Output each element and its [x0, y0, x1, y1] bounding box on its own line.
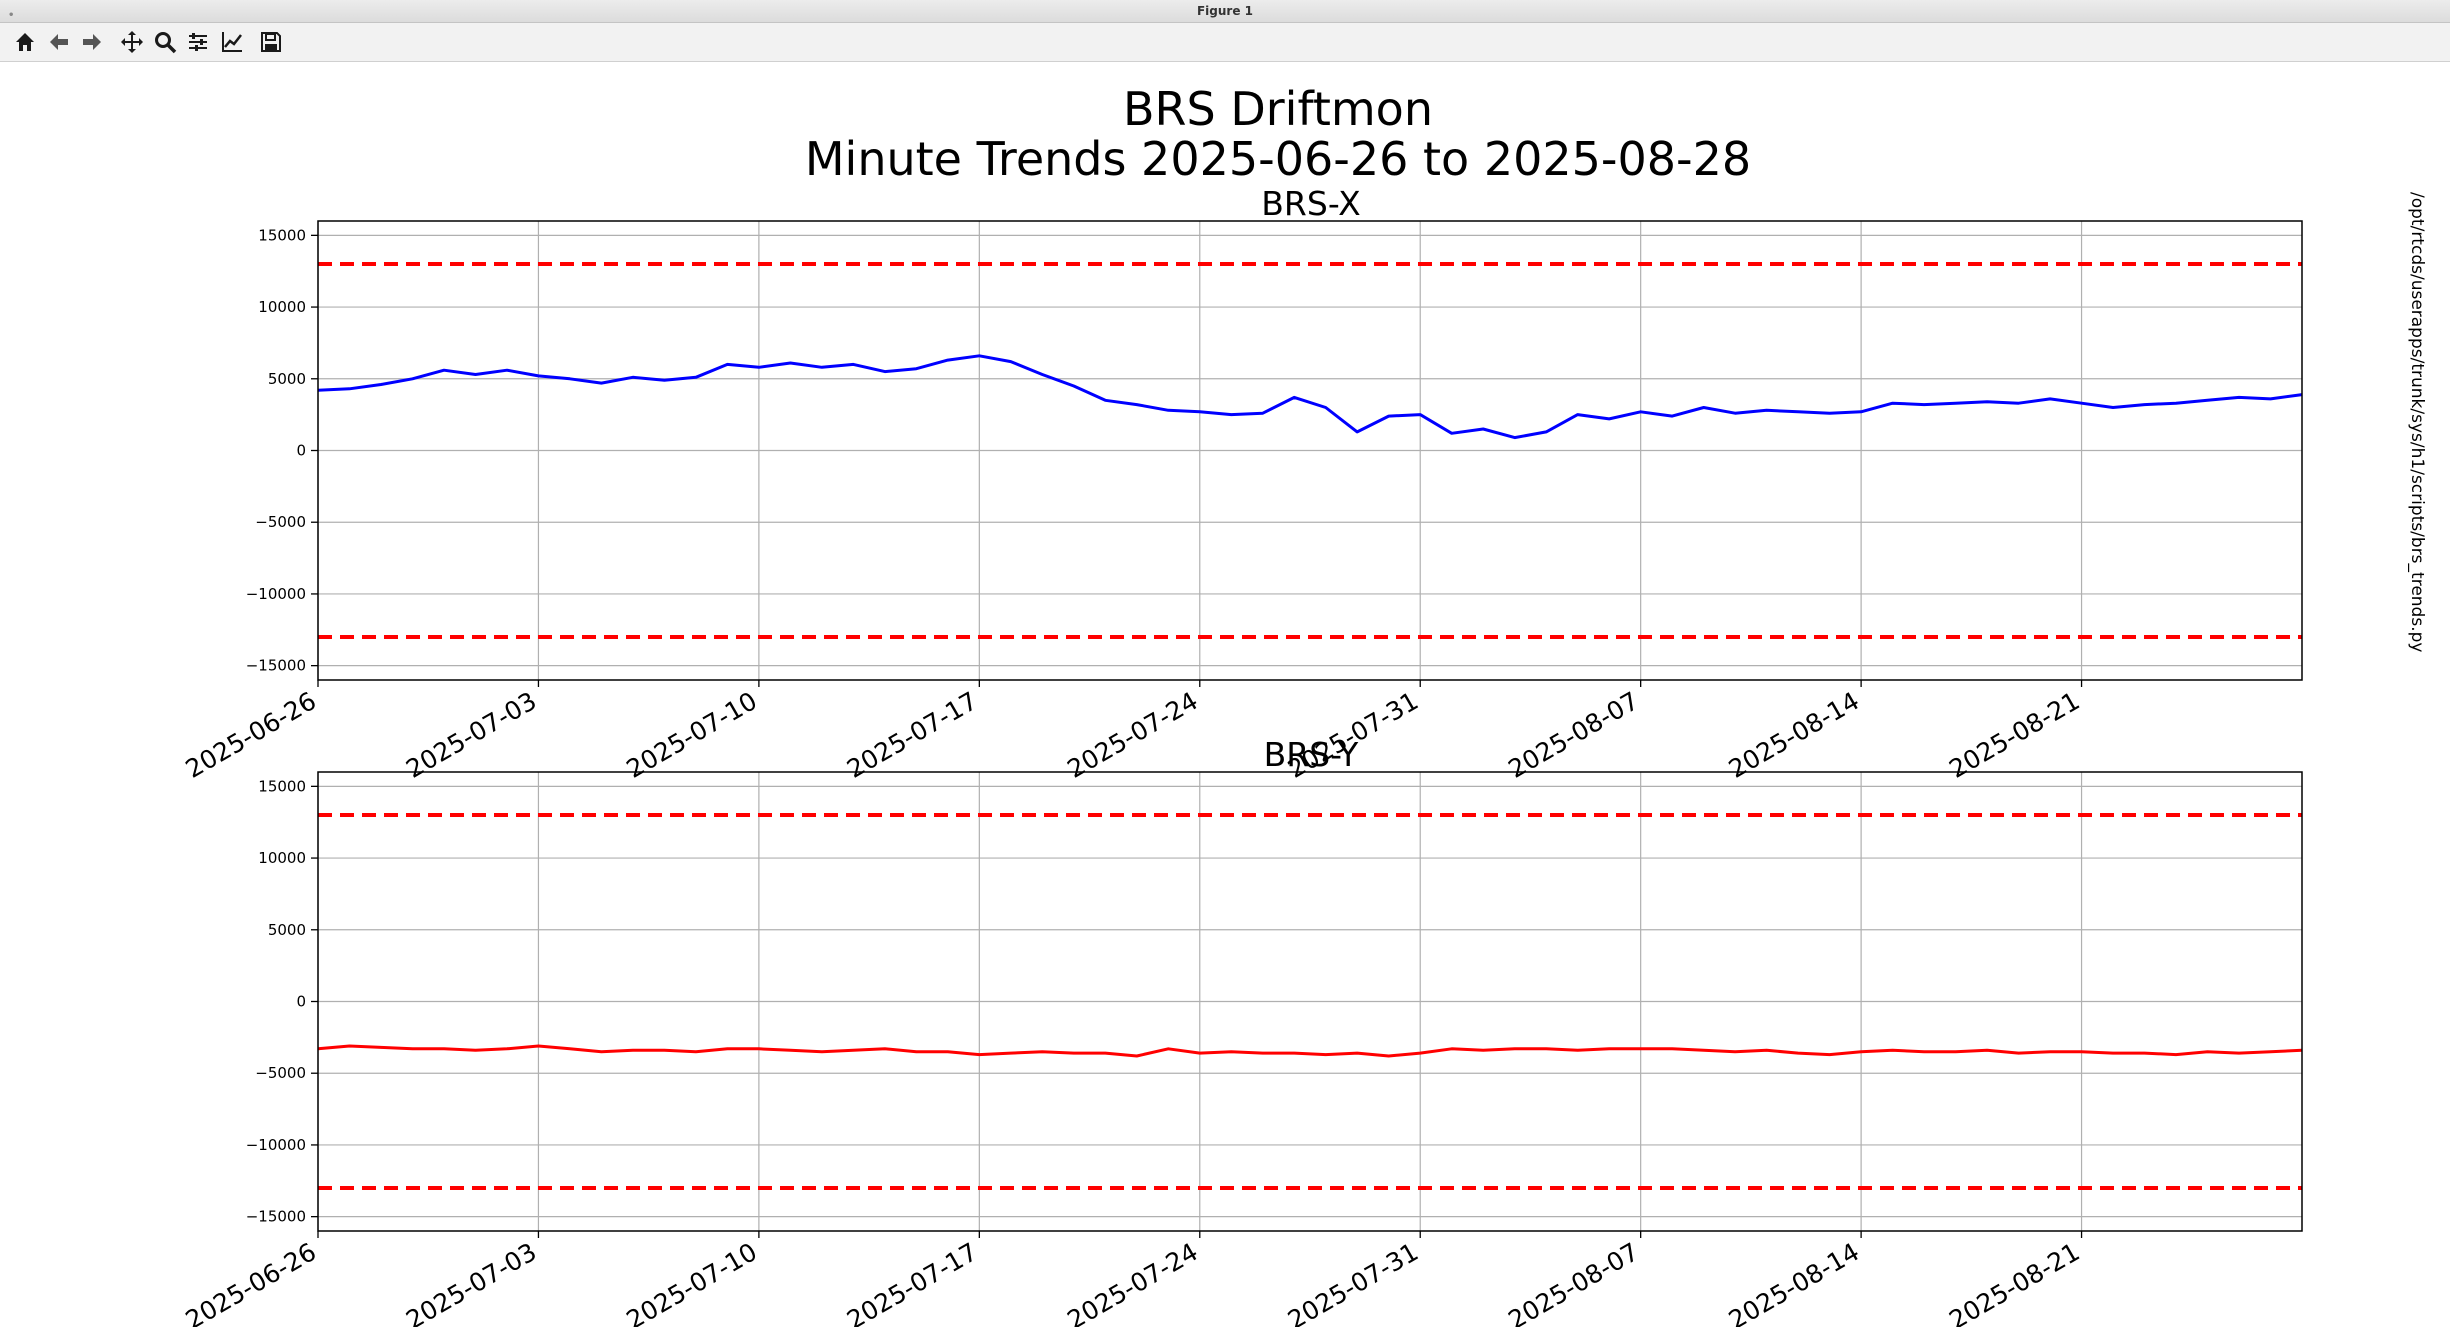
zoom-icon	[155, 32, 177, 54]
subplot-title: BRS-Y	[1264, 735, 1360, 774]
y-tick-label: 15000	[258, 777, 306, 795]
x-tick-label: 2025-07-24	[1062, 1237, 1202, 1327]
x-tick-label: 2025-06-26	[181, 1237, 321, 1327]
series-line	[317, 1044, 2303, 1058]
pan-button[interactable]	[117, 27, 147, 57]
x-tick-label: 2025-07-31	[1283, 1237, 1423, 1327]
figure-canvas[interactable]: BRS Driftmon Minute Trends 2025-06-26 to…	[0, 62, 2450, 1327]
y-tick-label: 10000	[258, 298, 306, 316]
y-tick-label: 5000	[268, 921, 306, 939]
x-tick-label: 2025-08-21	[1944, 1237, 2084, 1327]
x-tick-label: 2025-08-07	[1503, 686, 1643, 784]
x-tick-label: 2025-08-14	[1724, 686, 1864, 784]
script-path-label: /opt/rtcds/userapps/trunk/sys/h1/scripts…	[2407, 192, 2427, 653]
x-tick-label: 2025-07-10	[622, 1237, 762, 1327]
x-tick-label: 2025-07-10	[622, 686, 762, 784]
figure-title-line1: BRS Driftmon	[1123, 82, 1433, 136]
y-tick-label: −10000	[246, 585, 306, 603]
subplot-title: BRS-X	[1261, 184, 1360, 223]
y-tick-label: −15000	[246, 657, 306, 675]
forward-button[interactable]	[77, 27, 107, 57]
forward-arrow-icon	[83, 34, 101, 50]
home-icon	[16, 33, 34, 51]
save-icon	[261, 32, 281, 52]
brs-x-plot: 15000 10000 5000 0 −5000 −10000 −15000 2025-06-…	[181, 184, 2303, 784]
y-tick-label: 0	[296, 442, 306, 460]
x-tick-label: 2025-07-24	[1062, 686, 1202, 784]
window-menu-icon[interactable]: •	[8, 10, 15, 21]
window-titlebar: • Figure 1	[0, 0, 2450, 23]
window-title: Figure 1	[1196, 4, 1254, 18]
chart-area: 15000 10000 5000 0 −5000 −10000 −15000 2025-06-…	[181, 184, 2303, 1327]
x-tick-label: 2025-08-07	[1503, 1237, 1643, 1327]
x-tick-label: 2025-07-17	[842, 686, 982, 784]
edit-axes-button[interactable]	[217, 27, 247, 57]
back-button[interactable]	[44, 27, 74, 57]
figure-title-line2: Minute Trends 2025-06-26 to 2025-08-28	[804, 132, 1752, 186]
y-tick-label: −15000	[246, 1208, 306, 1226]
configure-subplots-icon	[189, 33, 207, 51]
brs-y-plot: 15000 10000 5000 0 −5000 −10000 −15000 2025-06-…	[181, 735, 2303, 1327]
zoom-button[interactable]	[150, 27, 180, 57]
home-button[interactable]	[10, 27, 40, 57]
y-tick-label: −5000	[255, 1064, 306, 1082]
edit-axes-icon	[222, 32, 242, 52]
y-tick-label: 5000	[268, 370, 306, 388]
x-tick-label: 2025-07-03	[401, 1237, 541, 1327]
y-tick-label: −5000	[255, 513, 306, 531]
x-tick-label: 2025-08-14	[1724, 1237, 1864, 1327]
y-tick-label: 0	[296, 993, 306, 1011]
pan-icon	[121, 31, 143, 53]
series-line	[317, 354, 2303, 440]
x-tick-label: 2025-08-21	[1944, 686, 2084, 784]
x-tick-label: 2025-07-17	[842, 1237, 982, 1327]
matplotlib-toolbar	[0, 23, 2450, 62]
y-tick-label: −10000	[246, 1136, 306, 1154]
x-tick-label: 2025-07-03	[401, 686, 541, 784]
save-button[interactable]	[256, 27, 286, 57]
y-tick-label: 10000	[258, 849, 306, 867]
back-arrow-icon	[50, 34, 68, 50]
y-tick-label: 15000	[258, 226, 306, 244]
configure-subplots-button[interactable]	[183, 27, 213, 57]
x-tick-label: 2025-06-26	[181, 686, 321, 784]
